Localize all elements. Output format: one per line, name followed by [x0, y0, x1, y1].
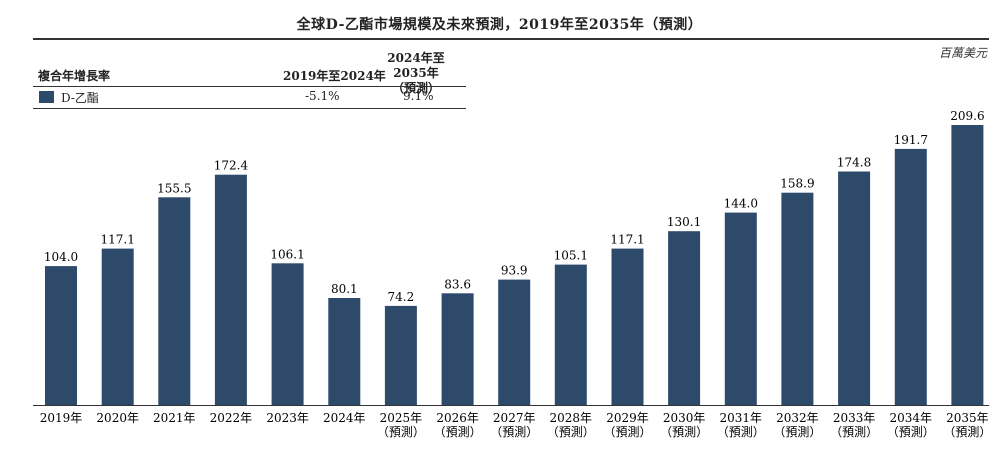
x-tick-label: （預測） — [830, 425, 878, 439]
cagr-row-value-1: -5.1% — [305, 89, 340, 103]
bar-value-label: 104.0 — [44, 250, 78, 264]
bar-value-label: 130.1 — [667, 215, 701, 229]
bar — [611, 248, 644, 405]
x-tick-label: 2034年 — [890, 411, 933, 425]
x-tick-label: （預測） — [547, 425, 595, 439]
unit-label: 百萬美元 — [938, 46, 987, 60]
bar — [45, 266, 77, 405]
x-tick-label: 2033年 — [833, 411, 876, 425]
cagr-bottom-rule — [33, 108, 466, 109]
x-tick-label: 2032年 — [776, 411, 819, 425]
bar-value-label: 209.6 — [950, 109, 984, 123]
cagr-col1-header: 2019年至2024年 — [283, 69, 386, 83]
bar-value-label: 174.8 — [837, 156, 871, 170]
bar-value-label: 83.6 — [444, 277, 471, 291]
bar-value-label: 93.9 — [501, 264, 528, 278]
x-tick-label: 2025年 — [380, 411, 423, 425]
x-tick-label: （預測） — [717, 425, 765, 439]
bar-value-label: 105.1 — [554, 249, 588, 263]
bar-value-label: 117.1 — [610, 233, 644, 247]
cagr-col2-line1: 2024年至2035年 — [387, 51, 445, 80]
x-tick-label: 2024年 — [323, 411, 366, 425]
bar — [838, 171, 871, 405]
x-tick-label: （預測） — [377, 425, 425, 439]
title-rule — [33, 38, 989, 40]
cagr-header-rule — [33, 86, 466, 87]
x-tick-label: （預測） — [490, 425, 538, 439]
chart-title: 全球D-乙酯市場規模及未來預測，2019年至2035年（預測） — [296, 17, 703, 33]
x-tick-label: 2023年 — [266, 411, 309, 425]
bar-value-label: 117.1 — [101, 233, 135, 247]
x-tick-label: （預測） — [943, 425, 991, 439]
bar-value-label: 158.9 — [780, 177, 814, 191]
bar — [554, 264, 587, 405]
x-tick-label: 2031年 — [720, 411, 763, 425]
x-tick-label: （預測） — [660, 425, 708, 439]
bar — [271, 263, 304, 405]
x-tick-label: （預測） — [887, 425, 935, 439]
legend-swatch — [39, 91, 54, 103]
cagr-header-label: 複合年增長率 — [38, 69, 111, 83]
bar — [498, 279, 531, 405]
cagr-col2-line2: （預測） — [391, 81, 440, 95]
bar-value-label: 106.1 — [270, 247, 304, 261]
x-tick-label: （預測） — [773, 425, 821, 439]
x-tick-label: 2029年 — [606, 411, 649, 425]
bar — [384, 305, 417, 405]
bar — [894, 148, 927, 405]
x-tick-label: 2028年 — [550, 411, 593, 425]
bar — [328, 298, 361, 405]
x-tick-label: 2026年 — [436, 411, 479, 425]
bar — [441, 293, 474, 405]
bar — [668, 231, 701, 405]
bar-value-label: 144.0 — [724, 197, 758, 211]
x-tick-label: （預測） — [434, 425, 482, 439]
x-tick-label: （預測） — [603, 425, 651, 439]
x-tick-label: 2020年 — [96, 411, 139, 425]
x-tick-label: 2021年 — [153, 411, 196, 425]
bar-value-label: 74.2 — [388, 290, 415, 304]
x-tick-label: 2019年 — [40, 411, 83, 425]
cagr-row-label: D-乙酯 — [61, 91, 99, 105]
bar — [724, 212, 757, 405]
x-tick-label: 2022年 — [210, 411, 253, 425]
bar — [158, 197, 191, 405]
bar — [214, 174, 247, 405]
bar-value-label: 172.4 — [214, 159, 249, 173]
x-tick-label: 2030年 — [663, 411, 706, 425]
cagr-col2-header: 2024年至2035年 （預測） — [371, 51, 461, 96]
bar-value-label: 155.5 — [157, 181, 191, 195]
x-tick-label: 2027年 — [493, 411, 536, 425]
cagr-row-value-2: 9.1% — [403, 89, 434, 103]
bar — [951, 125, 984, 405]
bar — [781, 192, 814, 405]
bar-value-label: 191.7 — [894, 133, 928, 147]
x-tick-label: 2035年 — [946, 411, 989, 425]
bar — [101, 248, 134, 405]
bar-value-label: 80.1 — [331, 282, 358, 296]
